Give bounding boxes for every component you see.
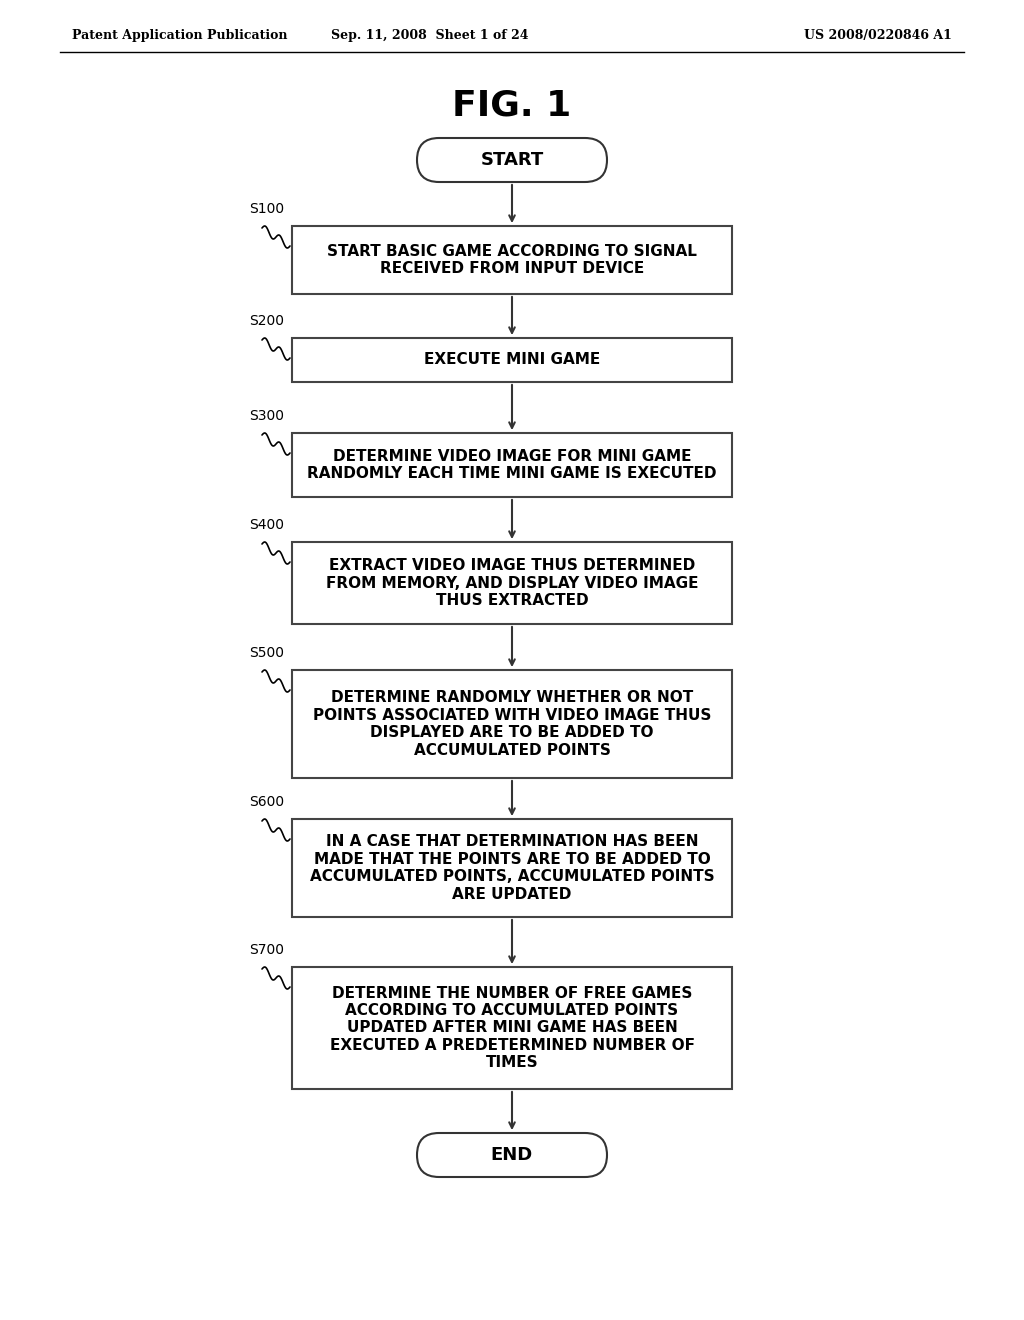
Text: EXTRACT VIDEO IMAGE THUS DETERMINED
FROM MEMORY, AND DISPLAY VIDEO IMAGE
THUS EX: EXTRACT VIDEO IMAGE THUS DETERMINED FROM…	[326, 558, 698, 609]
Bar	[292, 226, 732, 294]
Bar	[292, 543, 732, 624]
Text: S100: S100	[249, 202, 284, 216]
Text: S600: S600	[249, 795, 284, 809]
Text: FIG. 1: FIG. 1	[453, 88, 571, 121]
Text: START: START	[480, 150, 544, 169]
Bar	[292, 433, 732, 498]
Text: END: END	[490, 1146, 534, 1164]
Text: S200: S200	[249, 314, 284, 327]
Text: S500: S500	[249, 645, 284, 660]
Text: Patent Application Publication: Patent Application Publication	[72, 29, 288, 41]
Text: IN A CASE THAT DETERMINATION HAS BEEN
MADE THAT THE POINTS ARE TO BE ADDED TO
AC: IN A CASE THAT DETERMINATION HAS BEEN MA…	[309, 834, 715, 902]
Text: S300: S300	[249, 409, 284, 422]
Text: DETERMINE RANDOMLY WHETHER OR NOT
POINTS ASSOCIATED WITH VIDEO IMAGE THUS
DISPLA: DETERMINE RANDOMLY WHETHER OR NOT POINTS…	[312, 690, 712, 758]
FancyBboxPatch shape	[417, 1133, 607, 1177]
Text: EXECUTE MINI GAME: EXECUTE MINI GAME	[424, 352, 600, 367]
Text: Sep. 11, 2008  Sheet 1 of 24: Sep. 11, 2008 Sheet 1 of 24	[331, 29, 528, 41]
Text: S400: S400	[249, 517, 284, 532]
Text: START BASIC GAME ACCORDING TO SIGNAL
RECEIVED FROM INPUT DEVICE: START BASIC GAME ACCORDING TO SIGNAL REC…	[327, 244, 697, 276]
Text: S700: S700	[249, 942, 284, 957]
Text: DETERMINE VIDEO IMAGE FOR MINI GAME
RANDOMLY EACH TIME MINI GAME IS EXECUTED: DETERMINE VIDEO IMAGE FOR MINI GAME RAND…	[307, 449, 717, 482]
Bar	[292, 338, 732, 381]
Text: DETERMINE THE NUMBER OF FREE GAMES
ACCORDING TO ACCUMULATED POINTS
UPDATED AFTER: DETERMINE THE NUMBER OF FREE GAMES ACCOR…	[330, 986, 694, 1071]
FancyBboxPatch shape	[417, 139, 607, 182]
Text: US 2008/0220846 A1: US 2008/0220846 A1	[804, 29, 952, 41]
Bar	[292, 671, 732, 777]
Bar	[292, 968, 732, 1089]
Bar	[292, 818, 732, 917]
